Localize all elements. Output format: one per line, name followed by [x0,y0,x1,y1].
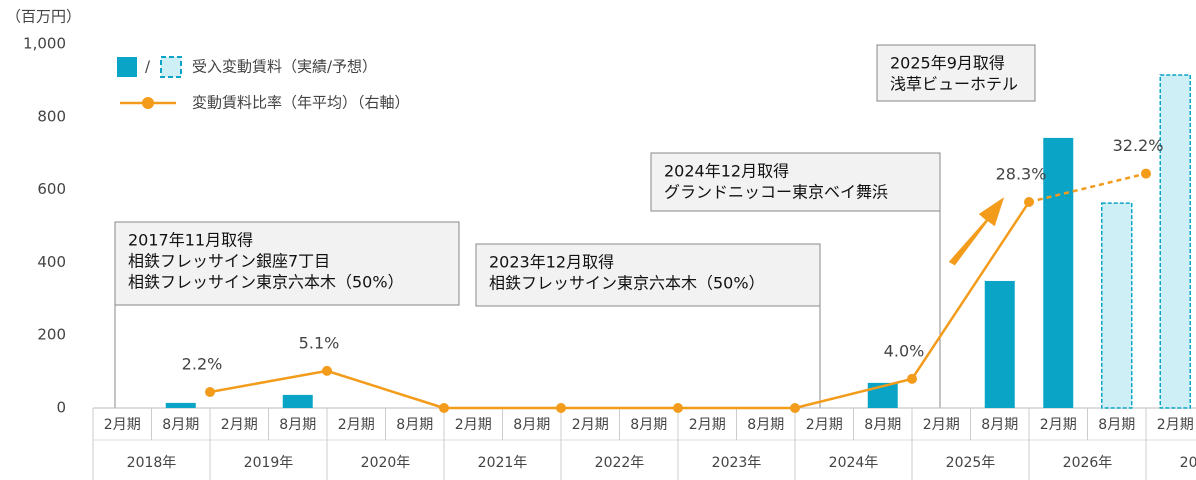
bar [1101,202,1133,409]
bar [282,394,313,408]
y-unit-label: （百万円） [6,8,81,26]
legend-swatch-forecast [160,56,182,78]
legend-label: 変動賃料比率（年平均）（右軸） [192,94,410,112]
year-label: 2026年 [1063,455,1113,471]
x-tick-label: 2月期 [689,417,726,433]
x-tick-label: 2月期 [806,417,843,433]
year-label: 2020年 [361,455,411,471]
x-tick-label: 8月期 [1098,417,1135,433]
x-tick-label: 2月期 [1040,417,1077,433]
line-segment [910,201,1031,380]
data-label: 5.1% [299,333,340,352]
line-point [556,403,566,413]
annotation-box [876,44,1036,102]
line-point [322,365,332,376]
annotation-text: 2024年12月取得 [664,162,789,181]
y-tick-label: 400 [37,253,66,271]
bar [1043,137,1074,409]
year-label: 2027年 [1180,455,1196,471]
year-label: 2021年 [478,455,528,471]
year-label: 2018年 [127,455,177,471]
x-tick-label: 8月期 [162,417,199,433]
x-tick-label: 8月期 [864,417,901,433]
line-segment [794,377,913,410]
x-tick-label: 2月期 [221,417,258,433]
line-point [790,403,800,413]
x-tick-label: 2月期 [455,417,492,433]
y-tick-label: 800 [37,107,66,125]
annotation-text: グランドニッコー東京ベイ舞浜 [664,183,888,202]
annotation-text: 相鉄フレッサイン東京六本木（50%） [489,274,765,293]
annotation-text: 2017年11月取得 [128,231,253,250]
annotation-box [114,221,460,306]
annotation-text: 相鉄フレッサイン銀座7丁目 [128,252,330,271]
line-point [205,386,215,397]
bar [984,280,1015,408]
growth-arrow [947,194,1006,267]
year-label: 2022年 [595,455,645,471]
line-point [439,403,449,413]
legend-swatch [117,57,137,77]
annotation-text: 2025年9月取得 [890,54,1005,73]
annotation-box [475,243,821,307]
x-tick-label: 8月期 [396,417,433,433]
line-segment [326,369,445,410]
bar [165,402,196,408]
line-point [1024,196,1034,207]
year-label: 2025年 [946,455,996,471]
x-tick-label: 8月期 [747,417,784,433]
annotation-text: 2023年12月取得 [489,253,614,272]
x-tick-label: 8月期 [279,417,316,433]
annotation-text: 相鉄フレッサイン東京六本木（50%） [128,273,404,292]
legend-marker [142,97,154,109]
year-label: 2024年 [829,455,879,471]
data-label: 4.0% [884,341,925,360]
annotation: 2017年11月取得相鉄フレッサイン銀座7丁目相鉄フレッサイン東京六本木（50%… [114,221,460,408]
y-tick-label: 1,000 [23,35,66,53]
x-tick-label: 2月期 [572,417,609,433]
data-label: 32.2% [1113,136,1164,155]
year-label: 2019年 [244,455,294,471]
line-point [907,373,917,384]
legend-separator: / [145,58,151,76]
year-label: 2023年 [712,455,762,471]
annotation-box [650,152,941,212]
x-tick-label: 8月期 [630,417,667,433]
line-segment [1028,172,1147,204]
line-point [673,403,683,413]
x-tick-label: 2月期 [923,417,960,433]
annotation-text: 浅草ビューホテル [890,75,1018,94]
data-label: 28.3% [996,164,1047,183]
x-tick-label: 2月期 [1157,417,1194,433]
data-label: 2.2% [182,354,223,373]
line-point [1141,168,1151,179]
legend-label: 受入変動賃料（実績/予想） [192,58,377,76]
bar [1159,74,1191,409]
x-tick-label: 2月期 [104,417,141,433]
x-tick-label: 8月期 [513,417,550,433]
y-tick-label: 600 [37,180,66,198]
x-tick-label: 2月期 [338,417,375,433]
line-segment [209,369,328,394]
x-tick-label: 8月期 [981,417,1018,433]
y-tick-label: 200 [37,326,66,344]
y-tick-label: 0 [56,399,66,417]
